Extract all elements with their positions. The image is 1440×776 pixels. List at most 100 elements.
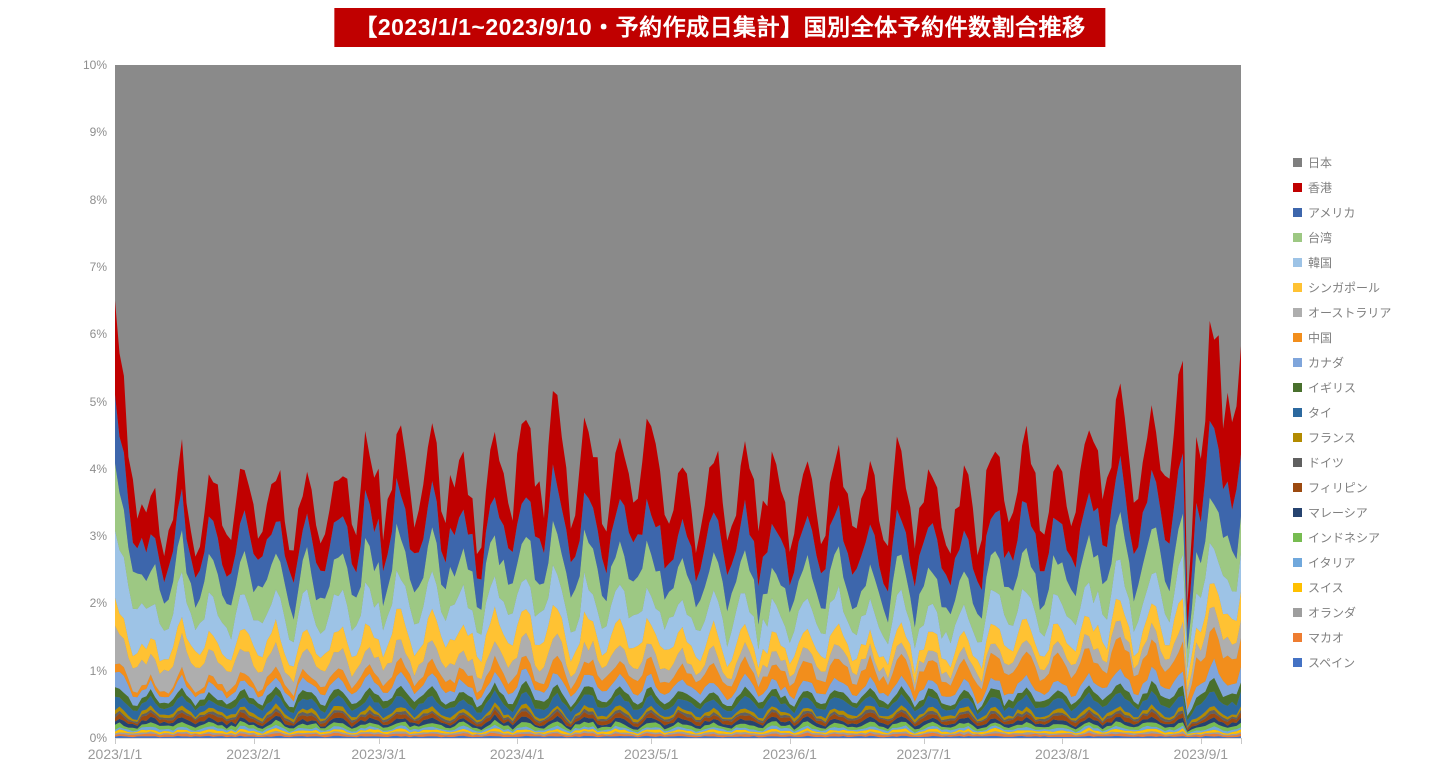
x-axis-tick xyxy=(1241,738,1242,744)
legend-item-philippines: フィリピン xyxy=(1293,475,1391,500)
area-series-france xyxy=(115,702,1241,728)
area-series-singapore xyxy=(115,583,1241,692)
legend-item-japan: 日本 xyxy=(1293,150,1391,175)
legend-swatch-icon xyxy=(1293,658,1302,667)
area-series-philippines xyxy=(115,709,1241,731)
legend-swatch-icon xyxy=(1293,233,1302,242)
legend-item-france: フランス xyxy=(1293,425,1391,450)
legend-label: マレーシア xyxy=(1308,506,1368,520)
x-axis-label: 2023/3/1 xyxy=(351,746,406,762)
x-axis-line xyxy=(115,738,1242,739)
legend-item-indonesia: インドネシア xyxy=(1293,525,1391,550)
area-series-malaysia xyxy=(115,714,1241,732)
area-series-taiwan xyxy=(115,462,1241,669)
legend-item-hongkong: 香港 xyxy=(1293,175,1391,200)
legend-item-singapore: シンガポール xyxy=(1293,275,1391,300)
legend-label: オーストラリア xyxy=(1308,306,1392,320)
legend-item-spain: スペイン xyxy=(1293,650,1391,675)
legend-item-canada: カナダ xyxy=(1293,350,1391,375)
x-axis-label: 2023/5/1 xyxy=(623,746,679,762)
legend-swatch-icon xyxy=(1293,358,1302,367)
legend-swatch-icon xyxy=(1293,608,1302,617)
x-axis-tick xyxy=(253,738,255,744)
legend-item-australia: オーストラリア xyxy=(1293,300,1391,325)
legend-item-malaysia: マレーシア xyxy=(1293,500,1391,525)
legend-swatch-icon xyxy=(1293,308,1302,317)
area-series-spain xyxy=(115,735,1241,738)
area-series-germany xyxy=(115,706,1241,729)
plot-area xyxy=(115,65,1241,738)
x-axis-tick xyxy=(378,738,380,744)
legend-item-switzerland: スイス xyxy=(1293,575,1391,600)
legend-item-italy: イタリア xyxy=(1293,550,1391,575)
x-axis-label: 2023/2/1 xyxy=(226,746,281,762)
y-axis-label: 6% xyxy=(89,327,107,342)
legend-swatch-icon xyxy=(1293,208,1302,217)
x-axis-tick xyxy=(651,738,653,744)
legend-swatch-icon xyxy=(1293,508,1302,517)
legend-label: 台湾 xyxy=(1308,231,1333,245)
legend-item-germany: ドイツ xyxy=(1293,450,1391,475)
legend-item-china: 中国 xyxy=(1293,325,1391,350)
x-axis-tick xyxy=(789,738,791,744)
x-axis-tick xyxy=(1062,738,1064,744)
x-axis-label: 2023/8/1 xyxy=(1035,746,1090,762)
legend-item-taiwan: 台湾 xyxy=(1293,225,1391,250)
legend-label: ドイツ xyxy=(1308,456,1345,470)
y-axis-label: 5% xyxy=(89,394,107,409)
legend-label: 日本 xyxy=(1308,156,1333,170)
legend-item-macau: マカオ xyxy=(1293,625,1391,650)
x-axis-label: 2023/6/1 xyxy=(762,746,817,762)
area-series-thailand xyxy=(115,690,1241,727)
legend-label: スイス xyxy=(1308,581,1344,595)
y-axis-label: 7% xyxy=(89,259,107,274)
legend-item-uk: イギリス xyxy=(1293,375,1391,400)
legend-label: フィリピン xyxy=(1308,481,1368,495)
legend-label: アメリカ xyxy=(1308,206,1356,220)
legend-swatch-icon xyxy=(1293,383,1302,392)
y-axis-label: 10% xyxy=(82,58,107,72)
legend-item-usa: アメリカ xyxy=(1293,200,1391,225)
area-series-canada xyxy=(115,658,1241,716)
x-axis-tick xyxy=(517,738,519,744)
legend-label: カナダ xyxy=(1308,356,1345,370)
legend-swatch-icon xyxy=(1293,183,1302,192)
y-axis-label: 2% xyxy=(89,596,107,611)
legend-item-thailand: タイ xyxy=(1293,400,1391,425)
legend-label: スペイン xyxy=(1308,656,1356,670)
legend-swatch-icon xyxy=(1293,433,1302,442)
y-axis-label: 3% xyxy=(89,529,107,544)
y-axis-label: 9% xyxy=(89,125,107,140)
legend-swatch-icon xyxy=(1293,283,1302,292)
y-axis-label: 8% xyxy=(89,192,107,207)
area-series-indonesia xyxy=(115,719,1241,734)
x-axis-label: 2023/7/1 xyxy=(896,746,952,762)
legend-swatch-icon xyxy=(1293,258,1302,267)
x-axis-label: 2023/1/1 xyxy=(87,746,143,762)
legend-label: タイ xyxy=(1308,406,1333,420)
legend-swatch-icon xyxy=(1293,533,1302,542)
legend-swatch-icon xyxy=(1293,408,1302,417)
area-series-usa xyxy=(115,394,1241,650)
x-axis-label: 2023/4/1 xyxy=(489,746,545,762)
legend-swatch-icon xyxy=(1293,158,1302,167)
legend-swatch-icon xyxy=(1293,458,1302,467)
area-series-netherlands xyxy=(115,730,1241,737)
legend-label: インドネシア xyxy=(1308,531,1381,545)
legend-label: 韓国 xyxy=(1308,256,1333,270)
legend-label: マカオ xyxy=(1308,631,1345,645)
y-axis-label: 0% xyxy=(89,731,107,745)
legend-swatch-icon xyxy=(1293,633,1302,642)
legend-swatch-icon xyxy=(1293,333,1302,342)
area-series-macau xyxy=(115,732,1241,738)
area-series-australia xyxy=(115,606,1241,700)
chart-title: 【2023/1/1~2023/9/10・予約作成日集計】国別全体予約件数割合推移 xyxy=(354,14,1086,40)
legend-label: 中国 xyxy=(1308,331,1333,345)
area-series-uk xyxy=(115,677,1241,721)
legend-item-korea: 韓国 xyxy=(1293,250,1391,275)
area-series-italy xyxy=(115,724,1241,735)
legend-swatch-icon xyxy=(1293,483,1302,492)
x-axis-tick xyxy=(923,738,925,744)
y-axis-label: 4% xyxy=(89,461,107,476)
